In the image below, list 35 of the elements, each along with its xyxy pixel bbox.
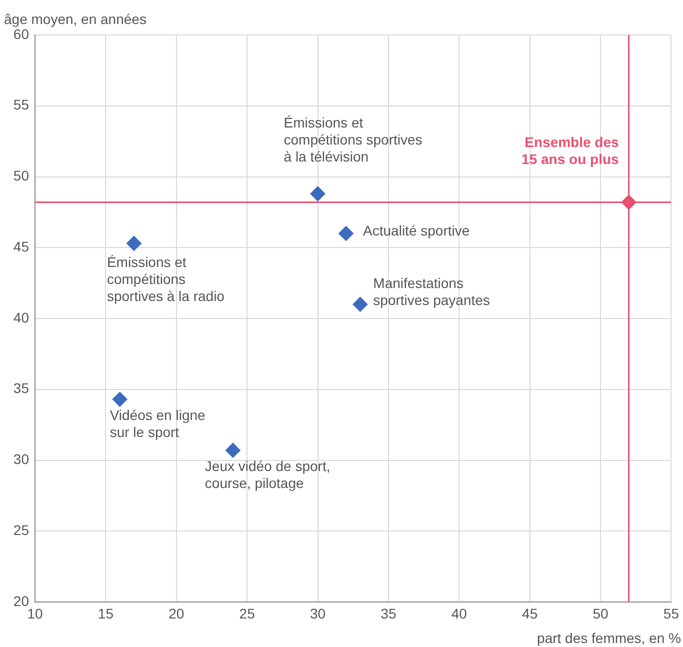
x-tick-label: 35: [380, 605, 396, 622]
text: Ensemble des 15 ans ou plus: [522, 134, 620, 168]
y-tick-label: 40: [13, 309, 30, 326]
annotation: Émissions et compétitions sportives à la télévision: [284, 114, 422, 165]
x-tick-label: 15: [98, 605, 114, 622]
annotation: Actualité sportive: [363, 222, 470, 238]
annotation: Manifestations sportives payantes: [373, 275, 490, 308]
annotation: Vidéos en ligne sur le sport: [110, 407, 206, 440]
x-tick-label: 55: [663, 605, 680, 622]
point: [621, 194, 636, 210]
y-tick-label: 30: [13, 451, 30, 468]
point: [338, 226, 354, 241]
x-tick-label: 50: [592, 605, 609, 622]
y-tick-label: 20: [13, 592, 30, 609]
y-tick-label: 50: [13, 168, 30, 184]
y-tick-label: 25: [13, 522, 30, 538]
point: [352, 296, 368, 312]
annotation: Jeux vidéo de sport, course, pilotage: [204, 458, 330, 492]
x-tick-label: 25: [239, 605, 256, 622]
x-tick-label: 30: [310, 605, 326, 622]
y-tick-label: 45: [13, 238, 30, 254]
x-tick-label: 45: [522, 605, 538, 622]
y-tick-label: 55: [13, 96, 30, 113]
point: [225, 442, 240, 458]
annotation: Émissions et compétitions sportives à la radio: [106, 254, 225, 304]
y-tick-label: 60: [13, 26, 30, 42]
x-axis-title: part des femmes, en %: [537, 630, 681, 646]
y-tick-label: 35: [13, 380, 30, 396]
x-tick-label: 10: [27, 605, 43, 622]
point: [126, 236, 142, 251]
point: [112, 392, 128, 407]
x-tick-label: 40: [451, 605, 468, 622]
y-axis-title: âge moyen, en années: [4, 10, 146, 27]
point: [310, 186, 326, 202]
x-tick-label: 20: [168, 605, 184, 622]
